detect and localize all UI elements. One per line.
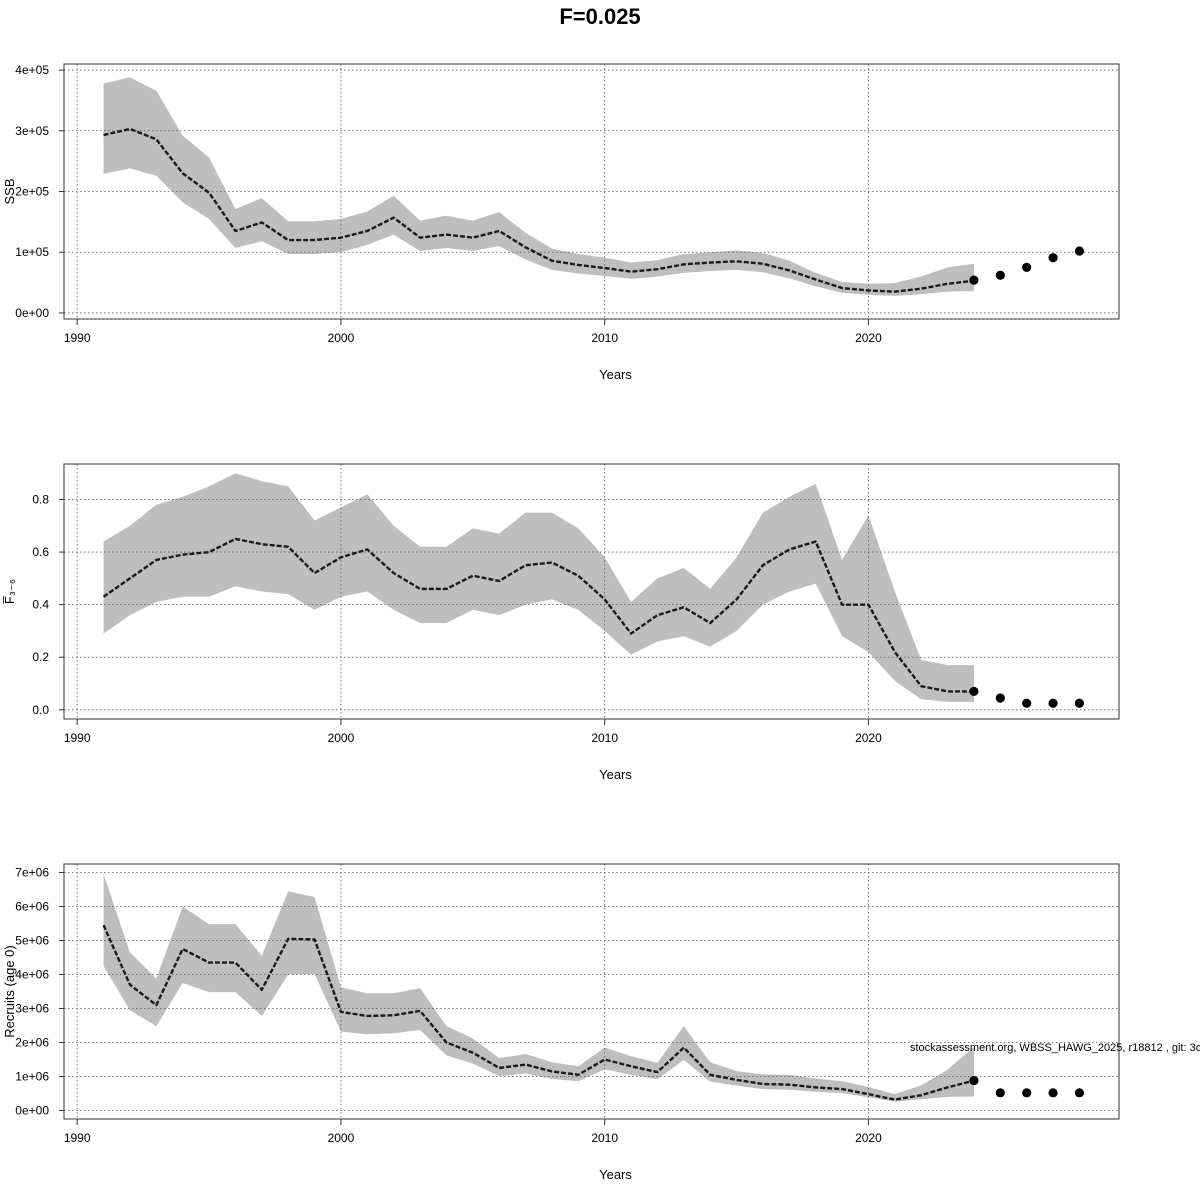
y-tick-label: 6e+06 (15, 900, 49, 914)
forecast-point (1075, 699, 1084, 708)
forecast-point (969, 1076, 978, 1085)
y-tick-label: 4e+05 (15, 63, 49, 77)
forecast-point (1048, 1088, 1057, 1097)
x-tick-label: 2000 (328, 331, 355, 345)
forecast-point (969, 276, 978, 285)
y-tick-label: 4e+06 (15, 968, 49, 982)
y-tick-label: 0.4 (32, 598, 49, 612)
y-tick-label: 0.6 (32, 545, 49, 559)
y-tick-label: 5e+06 (15, 934, 49, 948)
y-axis-label: Recruits (age 0) (2, 945, 17, 1037)
figure: F=0.025 1990 2000 2010 2020 0e+00 1e+05 2e+05 3… (0, 0, 1200, 1200)
forecast-point (996, 271, 1005, 280)
y-tick-label: 2e+05 (15, 185, 49, 199)
y-tick-label: 0.8 (32, 492, 49, 506)
x-tick-label: 2010 (591, 1131, 618, 1145)
y-tick-label: 3e+05 (15, 124, 49, 138)
x-tick-label: 1990 (64, 731, 91, 745)
forecast-point (996, 693, 1005, 702)
y-tick-label: 3e+06 (15, 1002, 49, 1016)
x-tick-label: 2010 (591, 331, 618, 345)
y-tick-label: 0e+00 (15, 306, 49, 320)
chart-title: F=0.025 (559, 4, 640, 29)
footnote: stockassessment.org, WBSS_HAWG_2025, r18… (910, 1042, 1200, 1054)
x-axis-label: Years (599, 1167, 632, 1182)
y-tick-label: 0.2 (32, 650, 49, 664)
forecast-point (1048, 253, 1057, 262)
forecast-point (996, 1088, 1005, 1097)
forecast-point (1022, 263, 1031, 272)
x-axis-label: Years (599, 367, 632, 382)
x-tick-label: 2020 (855, 1131, 882, 1145)
x-axis-label: Years (599, 767, 632, 782)
forecast-point (1075, 1088, 1084, 1097)
y-tick-label: 0e+00 (15, 1104, 49, 1118)
x-tick-label: 2000 (328, 1131, 355, 1145)
y-axis-label: SSB (2, 178, 17, 204)
x-tick-label: 1990 (64, 331, 91, 345)
forecast-point (969, 687, 978, 696)
x-tick-label: 2000 (328, 731, 355, 745)
y-tick-label: 0.0 (32, 703, 49, 717)
forecast-point (1075, 246, 1084, 255)
x-tick-label: 2020 (855, 331, 882, 345)
y-tick-label: 7e+06 (15, 866, 49, 880)
forecast-point (1022, 699, 1031, 708)
y-tick-label: 1e+05 (15, 245, 49, 259)
forecast-point (1022, 1088, 1031, 1097)
forecast-point (1048, 699, 1057, 708)
y-tick-label: 2e+06 (15, 1036, 49, 1050)
y-tick-label: 1e+06 (15, 1070, 49, 1084)
y-axis-label: F̅₃₋₆ (2, 579, 17, 604)
x-tick-label: 1990 (64, 1131, 91, 1145)
x-tick-label: 2010 (591, 731, 618, 745)
x-tick-label: 2020 (855, 731, 882, 745)
